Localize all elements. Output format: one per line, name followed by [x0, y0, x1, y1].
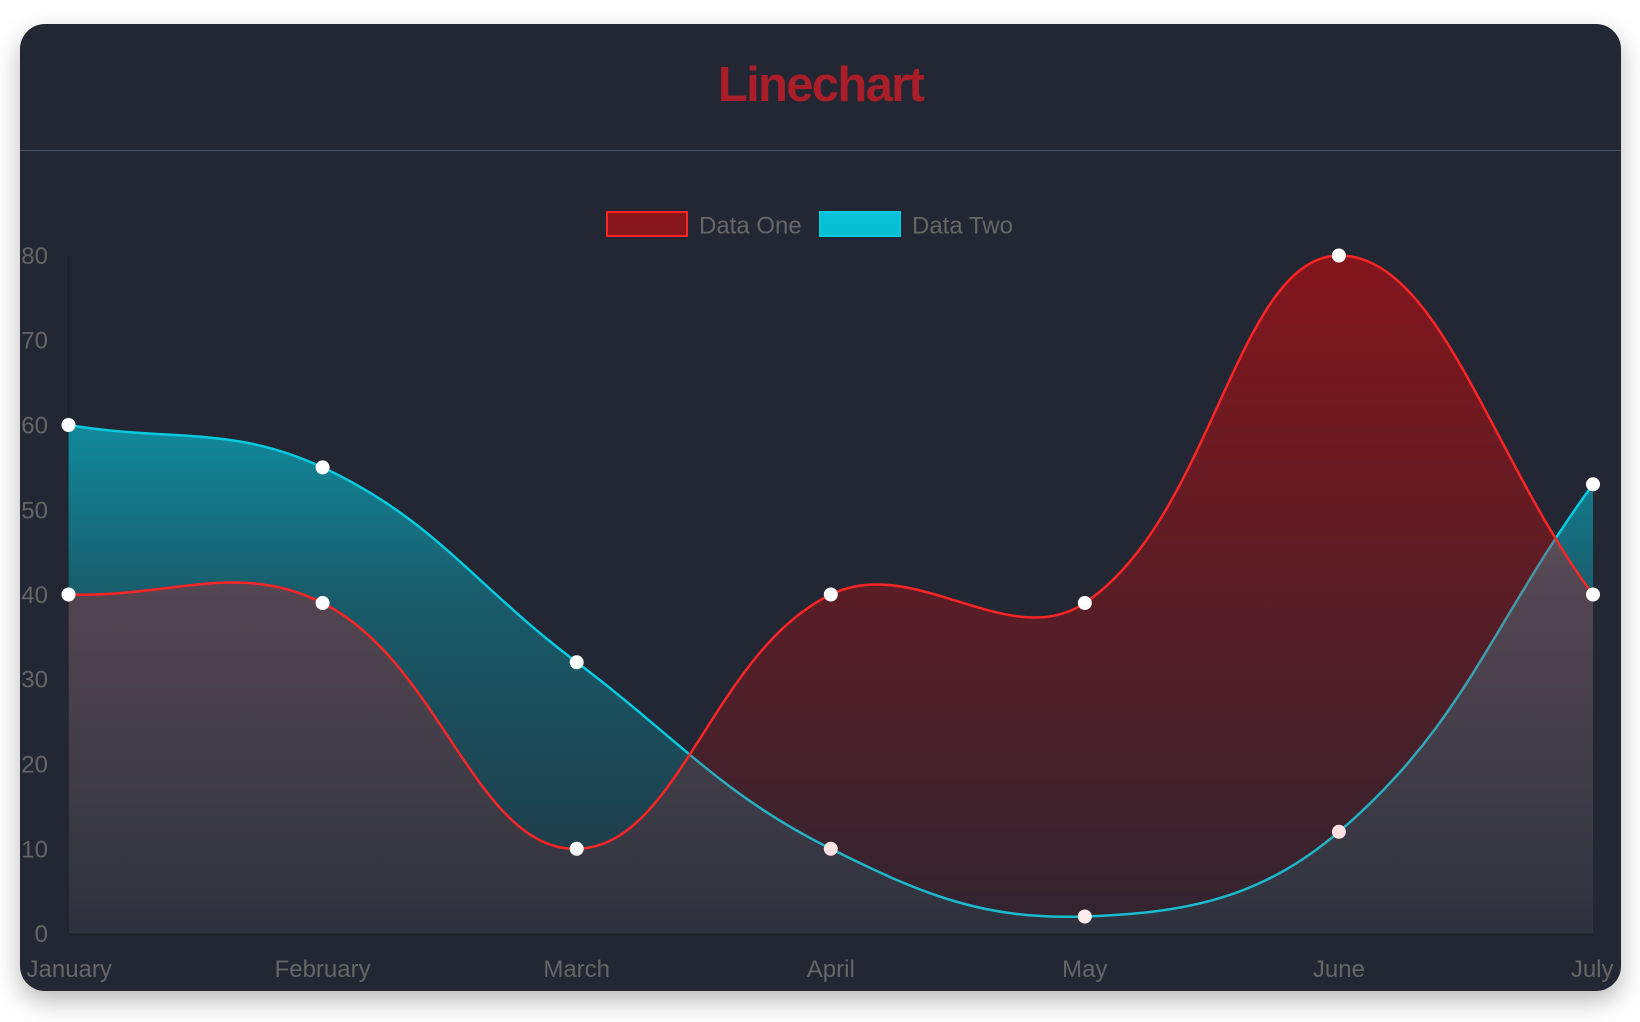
svg-text:20: 20 — [21, 752, 48, 779]
svg-text:February: February — [275, 956, 371, 983]
svg-text:Data One: Data One — [699, 213, 802, 240]
svg-text:May: May — [1062, 956, 1107, 983]
svg-text:10: 10 — [21, 836, 48, 863]
svg-text:Data Two: Data Two — [912, 213, 1013, 240]
svg-text:70: 70 — [21, 328, 48, 355]
svg-text:March: March — [543, 956, 610, 983]
svg-text:January: January — [27, 956, 112, 983]
svg-text:60: 60 — [21, 413, 48, 440]
svg-text:30: 30 — [21, 667, 48, 694]
svg-text:April: April — [807, 956, 855, 983]
svg-text:80: 80 — [21, 243, 48, 270]
svg-text:0: 0 — [35, 921, 48, 948]
svg-text:50: 50 — [21, 497, 48, 524]
svg-text:40: 40 — [21, 582, 48, 609]
svg-text:July: July — [1571, 956, 1614, 983]
svg-text:June: June — [1313, 956, 1365, 983]
